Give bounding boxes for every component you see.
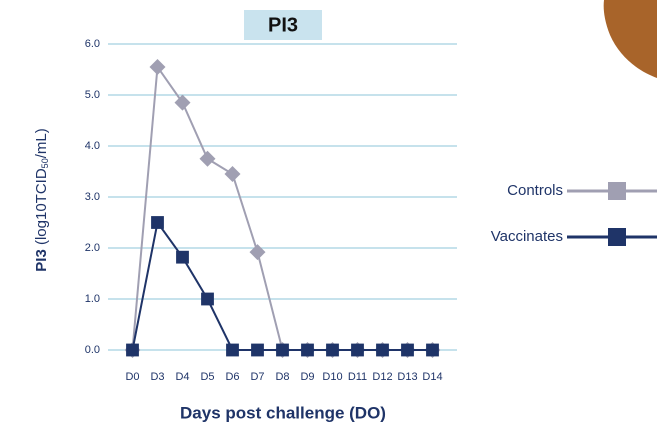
x-tick-label: D13 [397,371,417,383]
x-tick-label: D14 [422,371,442,383]
marker [176,251,189,264]
marker [201,293,214,306]
legend-label: Controls [507,182,563,199]
series-line [133,223,433,351]
y-tick-label: 3.0 [85,191,100,203]
x-tick-label: D10 [322,371,342,383]
x-tick-label: D4 [175,371,189,383]
marker [376,344,389,357]
y-tick-label: 5.0 [85,89,100,101]
marker [276,344,289,357]
y-tick-label: 2.0 [85,242,100,254]
y-tick-label: 4.0 [85,140,100,152]
marker [150,59,166,75]
legend-label: Vaccinates [491,228,563,245]
y-label-tail: /mL) [33,128,50,158]
decorative-image [604,0,657,78]
y-tick-label: 6.0 [85,38,100,50]
marker [251,344,264,357]
x-tick-label: D5 [200,371,214,383]
chart: PI3 Days post challenge (DO) PI3 (log10T… [0,0,657,433]
x-tick-label: D8 [275,371,289,383]
y-label-bold: PI3 [33,249,50,272]
x-tick-label: D9 [300,371,314,383]
y-label-text: (log10TCID [33,168,50,245]
x-tick-label: D6 [225,371,239,383]
marker [151,216,164,229]
marker [401,344,414,357]
marker [301,344,314,357]
x-tick-label: D0 [125,371,139,383]
chart-title: PI3 [268,14,298,36]
marker [126,344,139,357]
series-line [133,67,433,350]
marker [426,344,439,357]
marker [351,344,364,357]
x-axis-label: Days post challenge (DO) [180,403,386,422]
marker [226,344,239,357]
marker [225,166,241,182]
y-axis-label: PI3 (log10TCID50/mL) [33,128,50,271]
x-tick-label: D12 [372,371,392,383]
x-tick-label: D7 [250,371,264,383]
legend-marker [608,228,626,246]
x-tick-label: D3 [150,371,164,383]
marker [175,95,191,111]
marker [200,151,216,167]
legend-marker [608,182,626,200]
y-label-sub: 50 [40,158,50,168]
marker [250,244,266,260]
y-tick-label: 1.0 [85,293,100,305]
x-tick-label: D11 [348,371,367,383]
y-tick-label: 0.0 [85,344,100,356]
marker [326,344,339,357]
